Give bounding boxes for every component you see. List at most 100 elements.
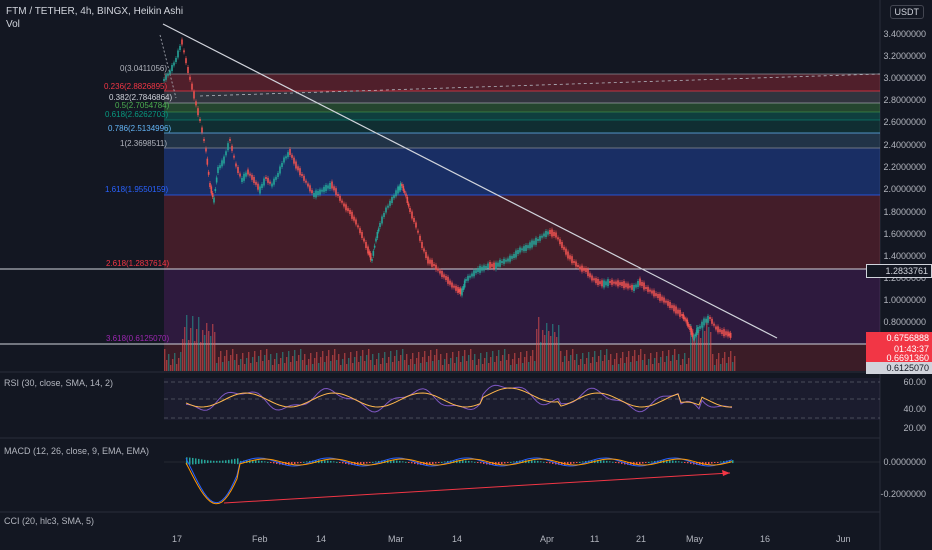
volume-bar bbox=[728, 357, 730, 371]
current-price-tag: 0.6756888 bbox=[866, 332, 932, 344]
fib-level-label: 0.618(2.6262703) bbox=[105, 110, 169, 119]
volume-bar bbox=[598, 356, 600, 371]
volume-bar bbox=[338, 354, 340, 371]
volume-bar bbox=[366, 355, 368, 371]
volume-bar bbox=[684, 353, 686, 371]
rsi-tick-40: 40.00 bbox=[903, 404, 926, 414]
volume-bar bbox=[724, 352, 726, 371]
volume-bar bbox=[480, 353, 482, 371]
volume-bar bbox=[352, 363, 354, 371]
volume-bar bbox=[626, 357, 628, 371]
macd-hist-bar bbox=[666, 460, 668, 464]
volume-bar bbox=[674, 349, 676, 371]
volume-bar bbox=[536, 329, 538, 371]
macd-hist-bar bbox=[411, 462, 413, 464]
volume-bar bbox=[722, 358, 724, 371]
macd-label[interactable]: MACD (12, 26, close, 9, EMA, EMA) bbox=[4, 446, 150, 456]
time-tick: 17 bbox=[172, 534, 183, 544]
second-price-tag: 0.6691360 bbox=[866, 352, 932, 364]
price-tick: 0.8000000 bbox=[883, 317, 926, 327]
volume-bar bbox=[418, 352, 420, 371]
volume-bar bbox=[600, 350, 602, 371]
price-tick: 2.2000000 bbox=[883, 162, 926, 172]
level-price-tag: 1.2833761 bbox=[866, 264, 932, 278]
macd-hist-bar bbox=[234, 458, 236, 464]
macd-hist-bar bbox=[483, 462, 485, 464]
volume-bar bbox=[240, 359, 242, 371]
volume-bar bbox=[638, 355, 640, 371]
macd-hist-bar bbox=[543, 461, 545, 463]
macd-hist-bar bbox=[645, 462, 647, 463]
price-tick: 2.8000000 bbox=[883, 95, 926, 105]
macd-hist-bar bbox=[441, 461, 443, 463]
volume-bar bbox=[442, 365, 444, 371]
price-tick: 1.8000000 bbox=[883, 207, 926, 217]
volume-bar bbox=[592, 357, 594, 371]
macd-hist-bar bbox=[585, 461, 587, 463]
volume-bar bbox=[690, 324, 692, 371]
volume-bar bbox=[544, 335, 546, 371]
macd-hist-bar bbox=[576, 462, 578, 463]
volume-bar bbox=[226, 350, 228, 371]
macd-hist-bar bbox=[237, 458, 239, 465]
volume-bar bbox=[242, 353, 244, 371]
macd-hist-bar bbox=[678, 461, 680, 463]
volume-bar bbox=[668, 350, 670, 371]
volume-bar bbox=[182, 339, 184, 371]
volume-bar bbox=[330, 361, 332, 371]
macd-hist-bar bbox=[642, 462, 644, 464]
rsi-label[interactable]: RSI (30, close, SMA, 14, 2) bbox=[4, 378, 114, 388]
volume-bar bbox=[348, 358, 350, 371]
volume-bar bbox=[436, 349, 438, 371]
volume-bar bbox=[224, 356, 226, 371]
volume-bar bbox=[282, 352, 284, 371]
macd-hist-bar bbox=[708, 462, 710, 465]
macd-hist-bar bbox=[597, 460, 599, 464]
time-tick: May bbox=[686, 534, 704, 544]
macd-hist-bar bbox=[603, 460, 605, 463]
volume-bar bbox=[258, 356, 260, 371]
volume-bar bbox=[410, 359, 412, 371]
volume-bar bbox=[540, 342, 542, 371]
volume-bar bbox=[248, 352, 250, 371]
volume-bar bbox=[700, 338, 702, 371]
volume-bar bbox=[178, 358, 180, 371]
volume-bar bbox=[420, 363, 422, 371]
macd-hist-bar bbox=[327, 460, 329, 463]
volume-bar bbox=[220, 351, 222, 371]
macd-hist-bar bbox=[342, 462, 344, 464]
volume-bar bbox=[308, 359, 310, 371]
volume-bar bbox=[490, 357, 492, 371]
macd-hist-bar bbox=[651, 461, 653, 463]
macd-hist-bar bbox=[363, 462, 365, 465]
macd-hist-bar bbox=[192, 457, 194, 465]
volume-bar bbox=[440, 354, 442, 371]
volume-bar bbox=[280, 358, 282, 371]
macd-hist-bar bbox=[210, 460, 212, 463]
macd-hist-bar bbox=[324, 460, 326, 464]
volume-bar bbox=[336, 360, 338, 371]
volume-bar bbox=[566, 350, 568, 371]
volume-bar bbox=[194, 341, 196, 371]
volume-bar bbox=[476, 365, 478, 371]
macd-hist-bar bbox=[531, 460, 533, 464]
volume-bar bbox=[372, 354, 374, 371]
macd-hist-bar bbox=[408, 462, 410, 463]
macd-hist-bar bbox=[579, 461, 581, 463]
volume-bar bbox=[236, 354, 238, 371]
currency-button[interactable]: USDT bbox=[889, 5, 924, 19]
volume-bar bbox=[634, 350, 636, 371]
cci-label[interactable]: CCI (20, hlc3, SMA, 5) bbox=[4, 516, 95, 526]
macd-hist-bar bbox=[330, 460, 332, 463]
time-tick: 16 bbox=[760, 534, 771, 544]
volume-bar bbox=[616, 353, 618, 371]
volume-bar bbox=[426, 362, 428, 371]
macd-hist-bar bbox=[321, 460, 323, 464]
macd-hist-bar bbox=[501, 462, 503, 465]
macd-hist-bar bbox=[732, 460, 734, 464]
volume-bar bbox=[718, 353, 720, 371]
volume-label: Vol bbox=[6, 19, 20, 30]
volume-bar bbox=[434, 355, 436, 371]
macd-hist-bar bbox=[399, 460, 401, 463]
